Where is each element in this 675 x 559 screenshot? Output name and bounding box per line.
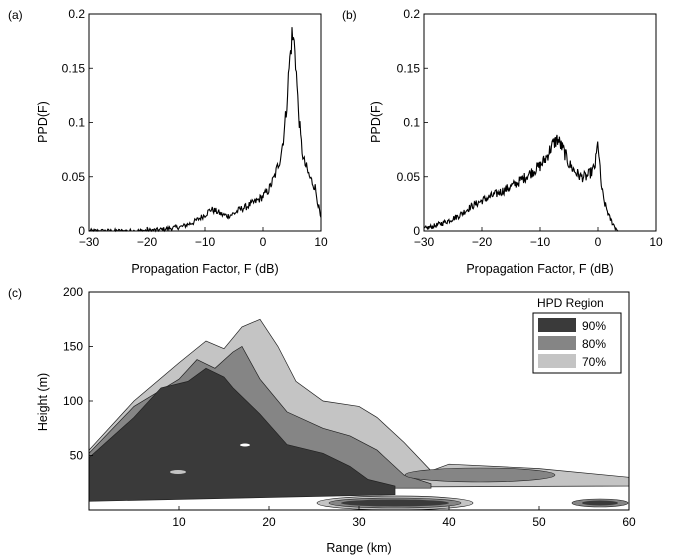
x-tick-label-1-4: 10 (649, 235, 663, 249)
y-axis-label-a: PPD(F) (36, 101, 50, 143)
x-tick-label-0-4: 10 (314, 235, 328, 249)
x-tick-label-c-3: 40 (442, 515, 456, 529)
y-axis-label-c: Height (m) (36, 373, 50, 431)
axes-frame-b (423, 13, 657, 232)
y-tick-label-c-0: 50 (70, 449, 84, 463)
x-tick-label-c-4: 50 (532, 515, 546, 529)
x-tick-label-0-0: −30 (79, 235, 100, 249)
legend: HPD Region 90% 80% 70% (532, 296, 622, 374)
y-tick-label-1-0: 0 (413, 224, 420, 238)
x-tick-label-1-0: −30 (414, 235, 435, 249)
legend-swatch-70 (538, 354, 576, 368)
y-tick-label-1-3: 0.15 (397, 61, 421, 75)
x-tick-label-0-3: 0 (260, 235, 267, 249)
y-tick-label-0-0: 0 (78, 224, 85, 238)
x-tick-label-1-3: 0 (595, 235, 602, 249)
y-tick-label-1-4: 0.2 (403, 7, 420, 21)
far-low-core-contour (582, 500, 618, 506)
legend-label-70: 70% (582, 355, 606, 369)
low-90-contour (341, 499, 449, 507)
series-line-a (88, 27, 322, 233)
legend-label-90: 90% (582, 319, 606, 333)
x-axis-label-c: Range (km) (326, 541, 391, 555)
x-tick-label-1-2: −10 (530, 235, 551, 249)
chart-panel-a: (a) Propagation Factor, F (dB) PPD(F) −3… (8, 7, 328, 276)
axes-frame-a (88, 13, 322, 232)
y-tick-label-0-2: 0.1 (68, 116, 85, 130)
legend-label-80: 80% (582, 337, 606, 351)
x-tick-label-c-1: 20 (262, 515, 276, 529)
panel-label-b: (b) (342, 8, 357, 22)
y-axis-label-b: PPD(F) (369, 101, 383, 143)
x-tick-label-0-1: −20 (137, 235, 158, 249)
x-axis-label-a: Propagation Factor, F (dB) (131, 262, 278, 276)
chart-panel-b: (b) Propagation Factor, F (dB) PPD(F) −3… (342, 7, 663, 276)
x-axis-label-b: Propagation Factor, F (dB) (466, 262, 613, 276)
hpd-regions (89, 318, 629, 502)
x-tick-label-c-2: 30 (352, 515, 366, 529)
y-tick-label-0-4: 0.2 (68, 7, 85, 21)
legend-swatch-80 (538, 336, 576, 350)
y-tick-label-1-2: 0.1 (403, 116, 420, 130)
chart-panel-c: (c) HPD Region 90% 80% 70% Range ( (8, 285, 636, 555)
y-tick-label-c-3: 200 (63, 285, 83, 299)
hpd-detail-contours (170, 443, 629, 510)
y-tick-label-0-3: 0.15 (62, 61, 86, 75)
legend-title: HPD Region (537, 296, 604, 310)
mid-80-contour (404, 467, 556, 483)
panel-label-c: (c) (8, 286, 22, 300)
x-tick-label-1-1: −20 (472, 235, 493, 249)
x-tick-label-c-5: 60 (622, 515, 636, 529)
y-tick-label-c-1: 100 (63, 394, 83, 408)
y-tick-label-c-2: 150 (63, 340, 83, 354)
legend-swatch-90 (538, 318, 576, 332)
x-tick-label-0-2: −10 (195, 235, 216, 249)
y-tick-label-1-1: 0.05 (397, 170, 421, 184)
y-tick-label-0-1: 0.05 (62, 170, 86, 184)
small-light-contour (170, 470, 186, 474)
hpd-region-90 (89, 367, 396, 502)
series-line-b (423, 134, 619, 232)
x-tick-label-c-0: 10 (172, 515, 186, 529)
panel-label-a: (a) (8, 8, 23, 22)
small-gap-contour (240, 443, 250, 447)
